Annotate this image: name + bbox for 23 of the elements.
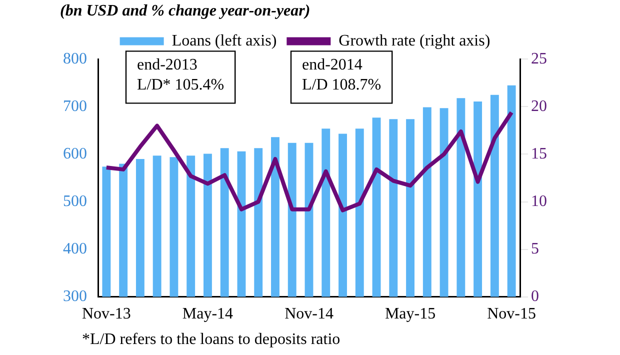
x-tick-label: May-14 <box>182 306 234 323</box>
y2-tick-label: 5 <box>531 240 539 258</box>
x-tick-label: Nov-15 <box>487 306 536 323</box>
legend-label: Growth rate (right axis) <box>338 32 490 50</box>
y-tick-label: 600 <box>63 145 87 162</box>
y2-tick-label: 20 <box>531 98 547 115</box>
x-tick-label: May-15 <box>384 306 436 323</box>
chart-title: (bn USD and % change year-on-year) <box>60 2 310 20</box>
x-tick-label: Nov-14 <box>284 306 334 323</box>
y-tick-label: 400 <box>63 240 87 258</box>
y-tick-label: 800 <box>63 50 87 68</box>
x-tick-label: Nov-13 <box>82 306 131 323</box>
y-tick-label: 700 <box>63 98 87 115</box>
y-tick-label: 300 <box>63 288 87 306</box>
y2-tick-label: 25 <box>531 50 547 68</box>
annotation: end-2013 L/D* 105.4% <box>137 56 224 94</box>
legend-label: Loans (left axis) <box>172 32 277 50</box>
y2-tick-label: 10 <box>531 192 547 210</box>
y2-tick-label: 0 <box>531 288 539 306</box>
annotation: end-2014 L/D 108.7% <box>302 56 382 94</box>
y-tick-label: 500 <box>63 192 87 210</box>
y2-tick-label: 15 <box>531 145 547 162</box>
text: *L/D refers to the loans to deposits ratio <box>82 331 340 348</box>
